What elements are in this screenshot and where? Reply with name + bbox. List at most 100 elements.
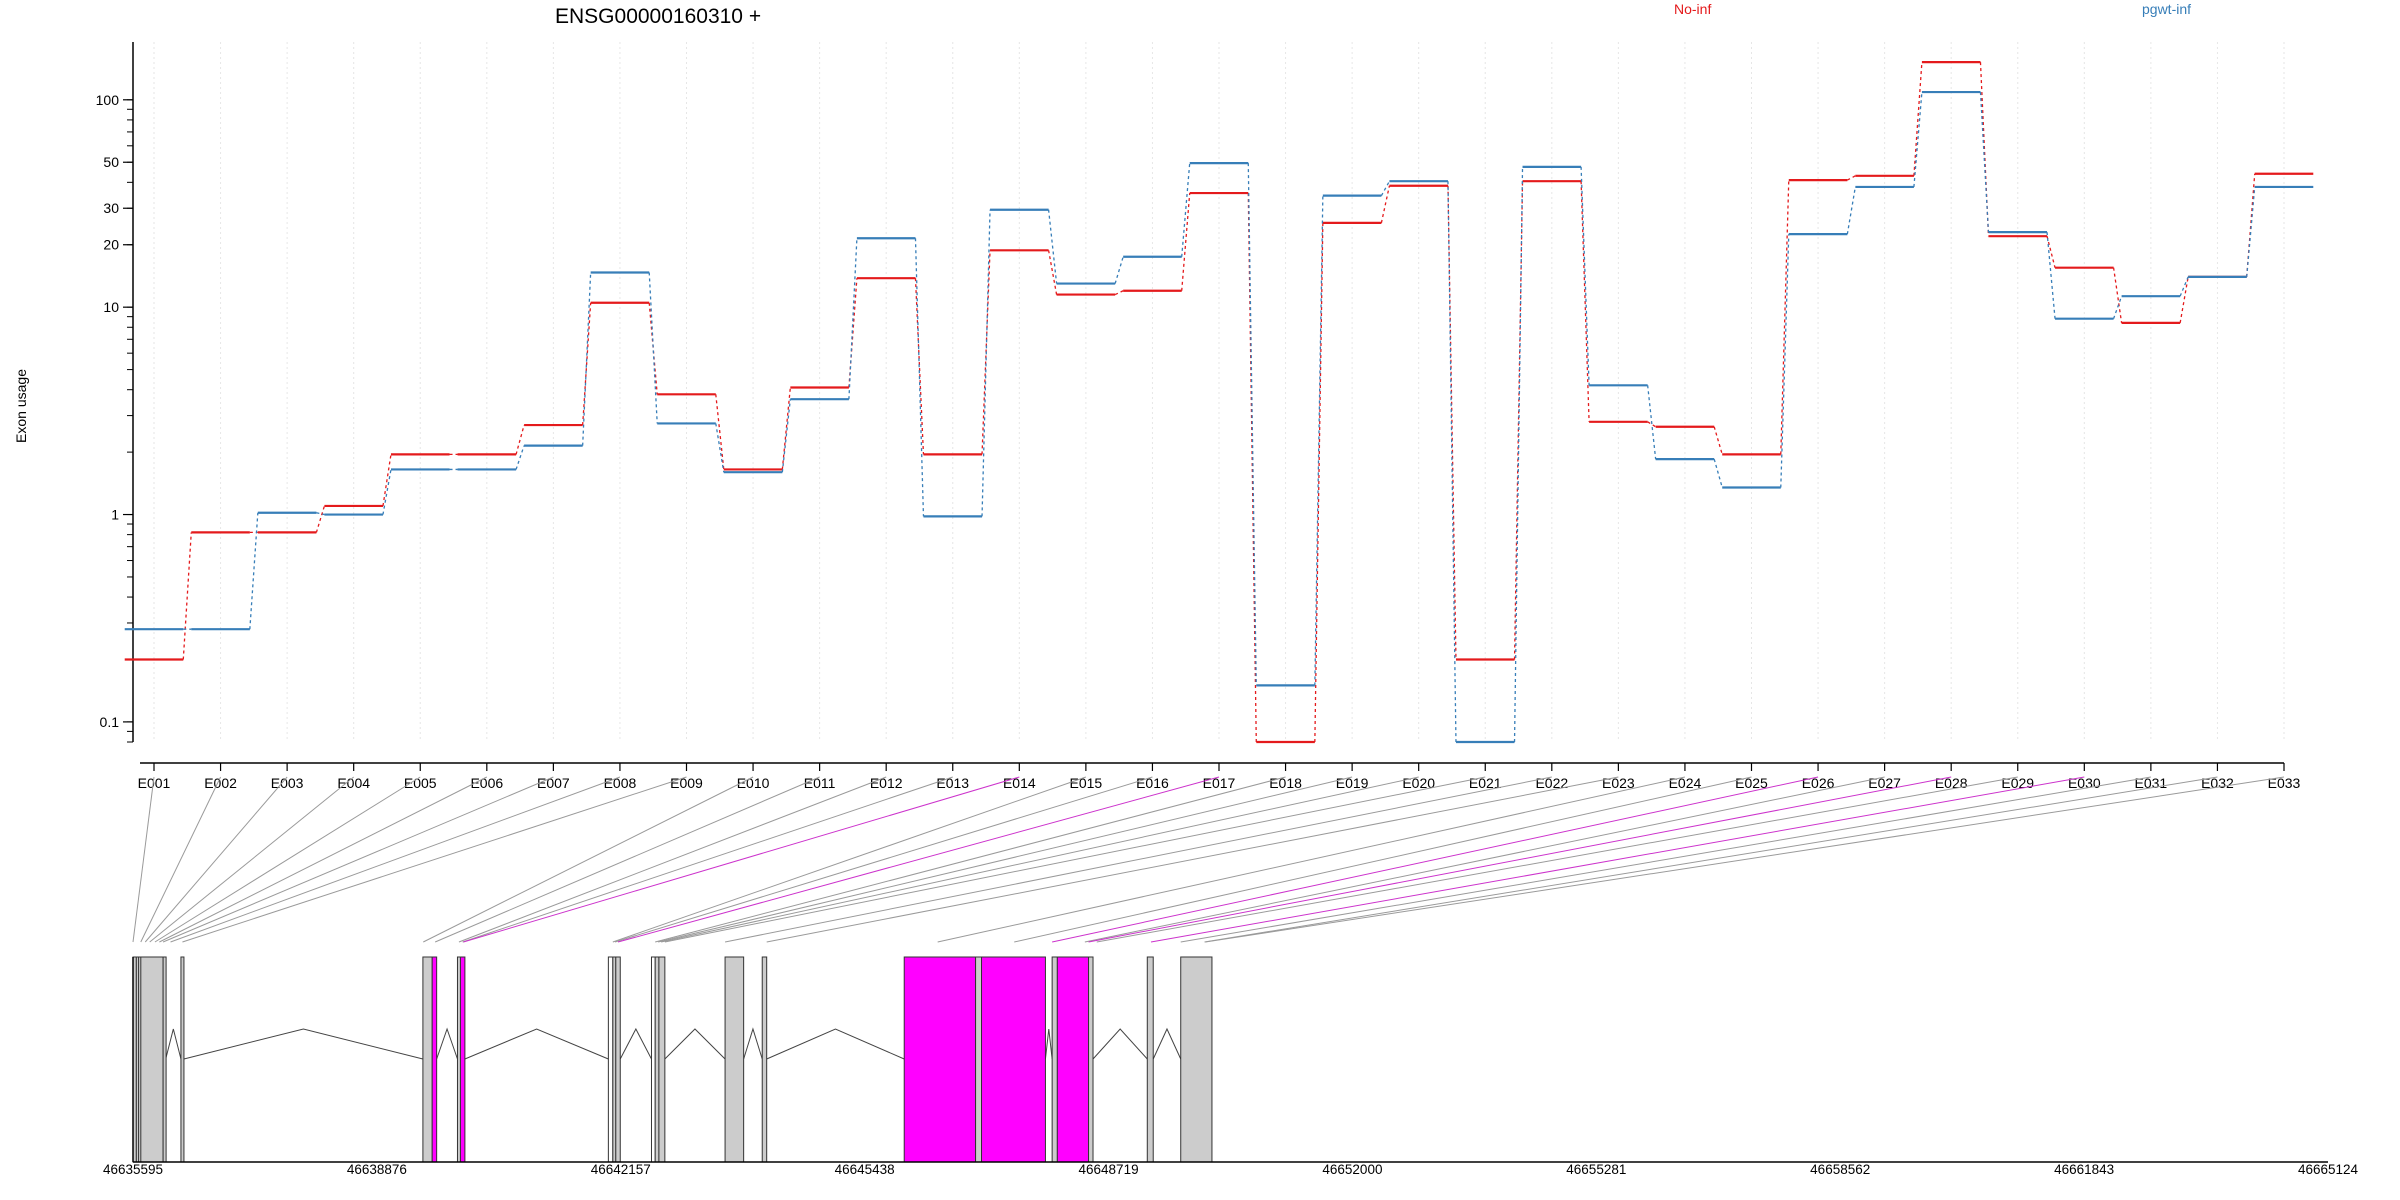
series-connector <box>1047 250 1058 295</box>
exon-block-7 <box>422 956 433 1163</box>
exon-block-26 <box>1180 956 1213 1163</box>
series-connector <box>2046 232 2056 319</box>
series-connector <box>1647 421 1656 428</box>
intron-line <box>664 1028 726 1060</box>
series-connector <box>1780 234 1790 488</box>
exon-block-24 <box>1088 956 1094 1163</box>
x-tick-label-E013: E013 <box>936 775 969 791</box>
connector-E008 <box>170 776 621 943</box>
intron-line <box>464 1028 609 1060</box>
y-tick-label: 0.1 <box>100 714 120 730</box>
series-connector <box>582 272 592 446</box>
series-connector <box>1513 181 1524 660</box>
connector-E009 <box>182 776 687 943</box>
series-connector <box>1913 91 1923 187</box>
y-axis: 0.1 1 10 20 30 50 100 <box>96 42 134 743</box>
gene-model <box>132 956 1213 1163</box>
genomic-coordinate-label: 46648719 <box>1079 1162 1139 1177</box>
connector-E001 <box>132 776 155 943</box>
connector-E007 <box>162 776 554 943</box>
series-connector <box>2112 295 2123 319</box>
series-connector <box>1114 256 1124 284</box>
x-tick-label-E032: E032 <box>2201 775 2234 791</box>
connector-E025 <box>1014 776 1752 943</box>
series-connector <box>1181 193 1191 291</box>
exon-block-10 <box>459 956 466 1163</box>
connector-E022 <box>724 776 1552 943</box>
genomic-coordinate-label: 46665124 <box>2298 1162 2359 1177</box>
series-connector <box>1314 222 1324 743</box>
intron-line <box>619 1027 652 1060</box>
x-tick-label-E021: E021 <box>1469 775 1502 791</box>
series-2 <box>124 90 2314 744</box>
x-tick-label-E024: E024 <box>1669 775 1702 791</box>
exon-block-19 <box>903 956 977 1163</box>
exon-block-13 <box>615 956 621 1163</box>
series-connector <box>1713 458 1723 488</box>
series-connector <box>715 394 725 470</box>
genomic-coordinate-label: 46638876 <box>347 1162 407 1177</box>
connector-E028 <box>1088 776 1952 943</box>
genomic-coordinate-label: 46642157 <box>591 1162 651 1177</box>
series-connector <box>2246 186 2256 277</box>
series-connector <box>382 469 392 515</box>
connector-E013 <box>462 776 953 943</box>
series-connector <box>1314 195 1324 686</box>
connector-E023 <box>766 776 1619 943</box>
x-tick-label-E022: E022 <box>1535 775 1568 791</box>
intron-line <box>436 1027 458 1060</box>
connector-E027 <box>1084 776 1885 943</box>
x-tick-label-E007: E007 <box>537 775 570 791</box>
series-connector <box>848 278 858 388</box>
series-connector <box>914 238 925 517</box>
intron-line <box>183 1028 424 1060</box>
connector-E011 <box>434 776 820 943</box>
connector-E002 <box>140 776 222 943</box>
intron-line <box>165 1028 182 1060</box>
series-connector <box>1780 180 1790 455</box>
y-tick-label: 20 <box>103 237 119 253</box>
connector-E029 <box>1096 776 2018 943</box>
genomic-coordinate-label: 46661843 <box>2054 1162 2114 1177</box>
x-tick-label-E033: E033 <box>2268 775 2301 791</box>
x-tick-label-E004: E004 <box>337 775 370 791</box>
connector-E012 <box>458 776 887 943</box>
series-connector <box>1979 62 1990 237</box>
connector-E026 <box>1052 776 1819 943</box>
connector-E033 <box>1205 776 2285 943</box>
series-connector <box>848 238 858 400</box>
x-tick-label-E011: E011 <box>804 775 836 791</box>
series-connector <box>315 505 326 533</box>
exon-block-15 <box>654 956 660 1163</box>
connector-E024 <box>937 776 1686 943</box>
genomic-coordinate-label: 46655281 <box>1566 1162 1626 1177</box>
series-connector <box>515 445 525 470</box>
series-connector <box>1447 181 1457 743</box>
series-connector <box>1114 290 1124 296</box>
connector-E004 <box>149 776 355 943</box>
series-connector <box>648 302 658 395</box>
genomic-coordinate-label: 46652000 <box>1322 1162 1382 1177</box>
series-connector <box>249 512 259 630</box>
genomic-axis: 46635595 46638876 46642157 46645438 46648719… <box>103 957 2359 1177</box>
genomic-coordinate-label: 46658562 <box>1810 1162 1870 1177</box>
connector-E032 <box>1204 776 2218 943</box>
series-connector <box>1580 166 1590 386</box>
connector-E003 <box>144 776 288 943</box>
series-lines <box>124 60 2314 744</box>
x-tick-label-E008: E008 <box>604 775 637 791</box>
series-connector <box>1913 62 1923 176</box>
series-connector <box>1047 209 1058 284</box>
x-tick-label-E020: E020 <box>1402 775 1435 791</box>
y-tick-label: 10 <box>103 299 119 315</box>
exon-block-16 <box>658 956 666 1163</box>
y-tick-label: 30 <box>103 200 119 216</box>
series-connector <box>2112 267 2123 323</box>
exon-block-6 <box>180 956 185 1163</box>
exon-block-5 <box>162 956 167 1163</box>
exon-block-4 <box>140 956 164 1163</box>
connector-E005 <box>154 776 421 943</box>
series-connector <box>1247 193 1257 743</box>
x-tick-label-E006: E006 <box>470 775 503 791</box>
